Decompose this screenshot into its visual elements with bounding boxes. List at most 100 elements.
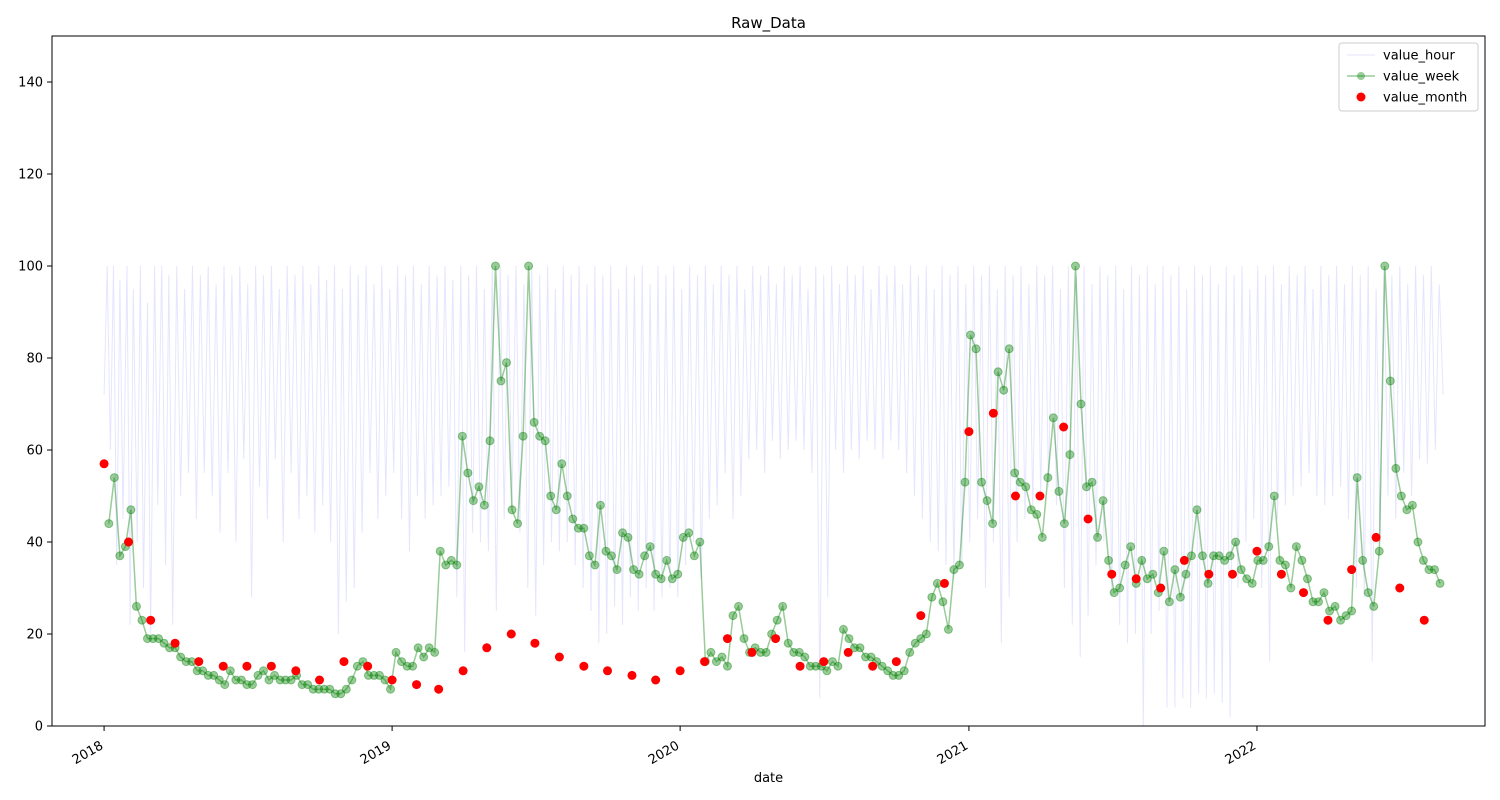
data-point-value_month bbox=[819, 657, 829, 667]
data-point-value_month bbox=[339, 657, 349, 667]
data-point-value_week bbox=[479, 500, 489, 510]
data-point-value_week bbox=[689, 551, 699, 561]
data-point-value_week bbox=[1429, 565, 1439, 575]
data-point-value_week bbox=[584, 551, 594, 561]
data-point-value_week bbox=[794, 647, 804, 657]
data-point-value_week bbox=[430, 647, 440, 657]
data-point-value_month bbox=[1083, 514, 1093, 524]
data-point-value_month bbox=[939, 578, 949, 588]
data-point-value_month bbox=[291, 666, 301, 676]
data-point-value_week bbox=[711, 657, 721, 667]
data-point-value_week bbox=[524, 261, 534, 271]
data-point-value_month bbox=[458, 666, 468, 676]
data-point-value_month bbox=[843, 647, 853, 657]
data-point-value_week bbox=[1341, 611, 1351, 621]
data-point-value_week bbox=[485, 436, 495, 446]
data-point-value_week bbox=[844, 634, 854, 644]
data-point-value_week bbox=[1302, 574, 1312, 584]
data-point-value_week bbox=[386, 684, 396, 694]
data-point-value_week bbox=[805, 661, 815, 671]
data-point-value_week bbox=[1402, 505, 1412, 515]
plot-frame bbox=[51, 35, 1486, 727]
legend-item-value_week: value_week bbox=[1347, 70, 1460, 85]
data-point-value_week bbox=[778, 601, 788, 611]
data-point-value_week bbox=[1385, 376, 1395, 386]
series-line-value_week bbox=[108, 265, 1441, 695]
series-value_hour bbox=[103, 265, 1444, 727]
data-point-value_week bbox=[1004, 344, 1014, 354]
data-point-value_week bbox=[855, 643, 865, 653]
data-point-value_week bbox=[535, 431, 545, 441]
data-point-value_week bbox=[579, 523, 589, 533]
data-point-value_week bbox=[369, 670, 379, 680]
data-point-value_month bbox=[266, 661, 276, 671]
data-point-value_month bbox=[868, 661, 878, 671]
data-point-value_week bbox=[1032, 509, 1042, 519]
data-point-value_week bbox=[181, 657, 191, 667]
data-point-value_week bbox=[270, 670, 280, 680]
data-point-value_week bbox=[352, 661, 362, 671]
data-point-value_month bbox=[434, 684, 444, 694]
data-point-value_week bbox=[1093, 532, 1103, 542]
x-tick-label: 2019 bbox=[358, 738, 394, 768]
data-point-value_week bbox=[1010, 468, 1020, 478]
data-point-value_week bbox=[999, 385, 1009, 395]
data-point-value_week bbox=[1225, 551, 1235, 561]
data-point-value_week bbox=[800, 652, 810, 662]
data-point-value_week bbox=[303, 680, 313, 690]
data-point-value_week bbox=[502, 358, 512, 368]
data-point-value_week bbox=[330, 689, 340, 699]
data-point-value_week bbox=[1231, 537, 1241, 547]
data-point-value_week bbox=[988, 519, 998, 529]
legend-label: value_month bbox=[1383, 91, 1467, 106]
data-point-value_week bbox=[1076, 399, 1086, 409]
data-point-value_week bbox=[1082, 482, 1092, 492]
data-point-value_week bbox=[634, 569, 644, 579]
data-point-value_week bbox=[1142, 574, 1152, 584]
data-point-value_week bbox=[109, 473, 119, 483]
data-point-value_month bbox=[1371, 532, 1381, 542]
data-point-value_week bbox=[938, 597, 948, 607]
data-point-value_week bbox=[1098, 496, 1108, 506]
data-point-value_week bbox=[756, 647, 766, 657]
x-axis-label: date bbox=[754, 771, 783, 786]
data-point-value_week bbox=[811, 661, 821, 671]
data-point-value_week bbox=[131, 601, 141, 611]
data-point-value_week bbox=[1065, 450, 1075, 460]
data-point-value_week bbox=[1275, 555, 1285, 565]
data-point-value_week bbox=[1269, 491, 1279, 501]
data-point-value_week bbox=[573, 523, 583, 533]
data-point-value_week bbox=[446, 555, 456, 565]
data-point-value_week bbox=[899, 666, 909, 676]
data-point-value_month bbox=[651, 675, 661, 685]
data-point-value_week bbox=[960, 477, 970, 487]
data-point-value_month bbox=[554, 652, 564, 662]
data-point-value_week bbox=[883, 666, 893, 676]
data-point-value_month bbox=[194, 657, 204, 667]
legend-box bbox=[1338, 42, 1479, 112]
data-point-value_week bbox=[673, 569, 683, 579]
data-point-value_week bbox=[590, 560, 600, 570]
data-point-value_week bbox=[656, 574, 666, 584]
data-point-value_month bbox=[170, 638, 180, 648]
data-point-value_month bbox=[1227, 569, 1237, 579]
data-point-value_week bbox=[557, 459, 567, 469]
data-point-value_month bbox=[988, 408, 998, 418]
data-point-value_week bbox=[413, 643, 423, 653]
data-point-value_week bbox=[927, 592, 937, 602]
data-point-value_week bbox=[1164, 597, 1174, 607]
data-point-value_month bbox=[124, 537, 134, 547]
data-point-value_month bbox=[675, 666, 685, 676]
data-point-value_month bbox=[146, 615, 156, 625]
data-point-value_week bbox=[546, 491, 556, 501]
data-point-value_week bbox=[717, 652, 727, 662]
data-point-value_week bbox=[281, 675, 291, 685]
data-point-value_week bbox=[894, 670, 904, 680]
data-point-value_week bbox=[490, 261, 500, 271]
data-point-value_week bbox=[971, 344, 981, 354]
data-point-value_week bbox=[1120, 560, 1130, 570]
data-point-value_week bbox=[1314, 597, 1324, 607]
data-point-value_week bbox=[1070, 261, 1080, 271]
data-point-value_week bbox=[452, 560, 462, 570]
data-point-value_week bbox=[1109, 588, 1119, 598]
